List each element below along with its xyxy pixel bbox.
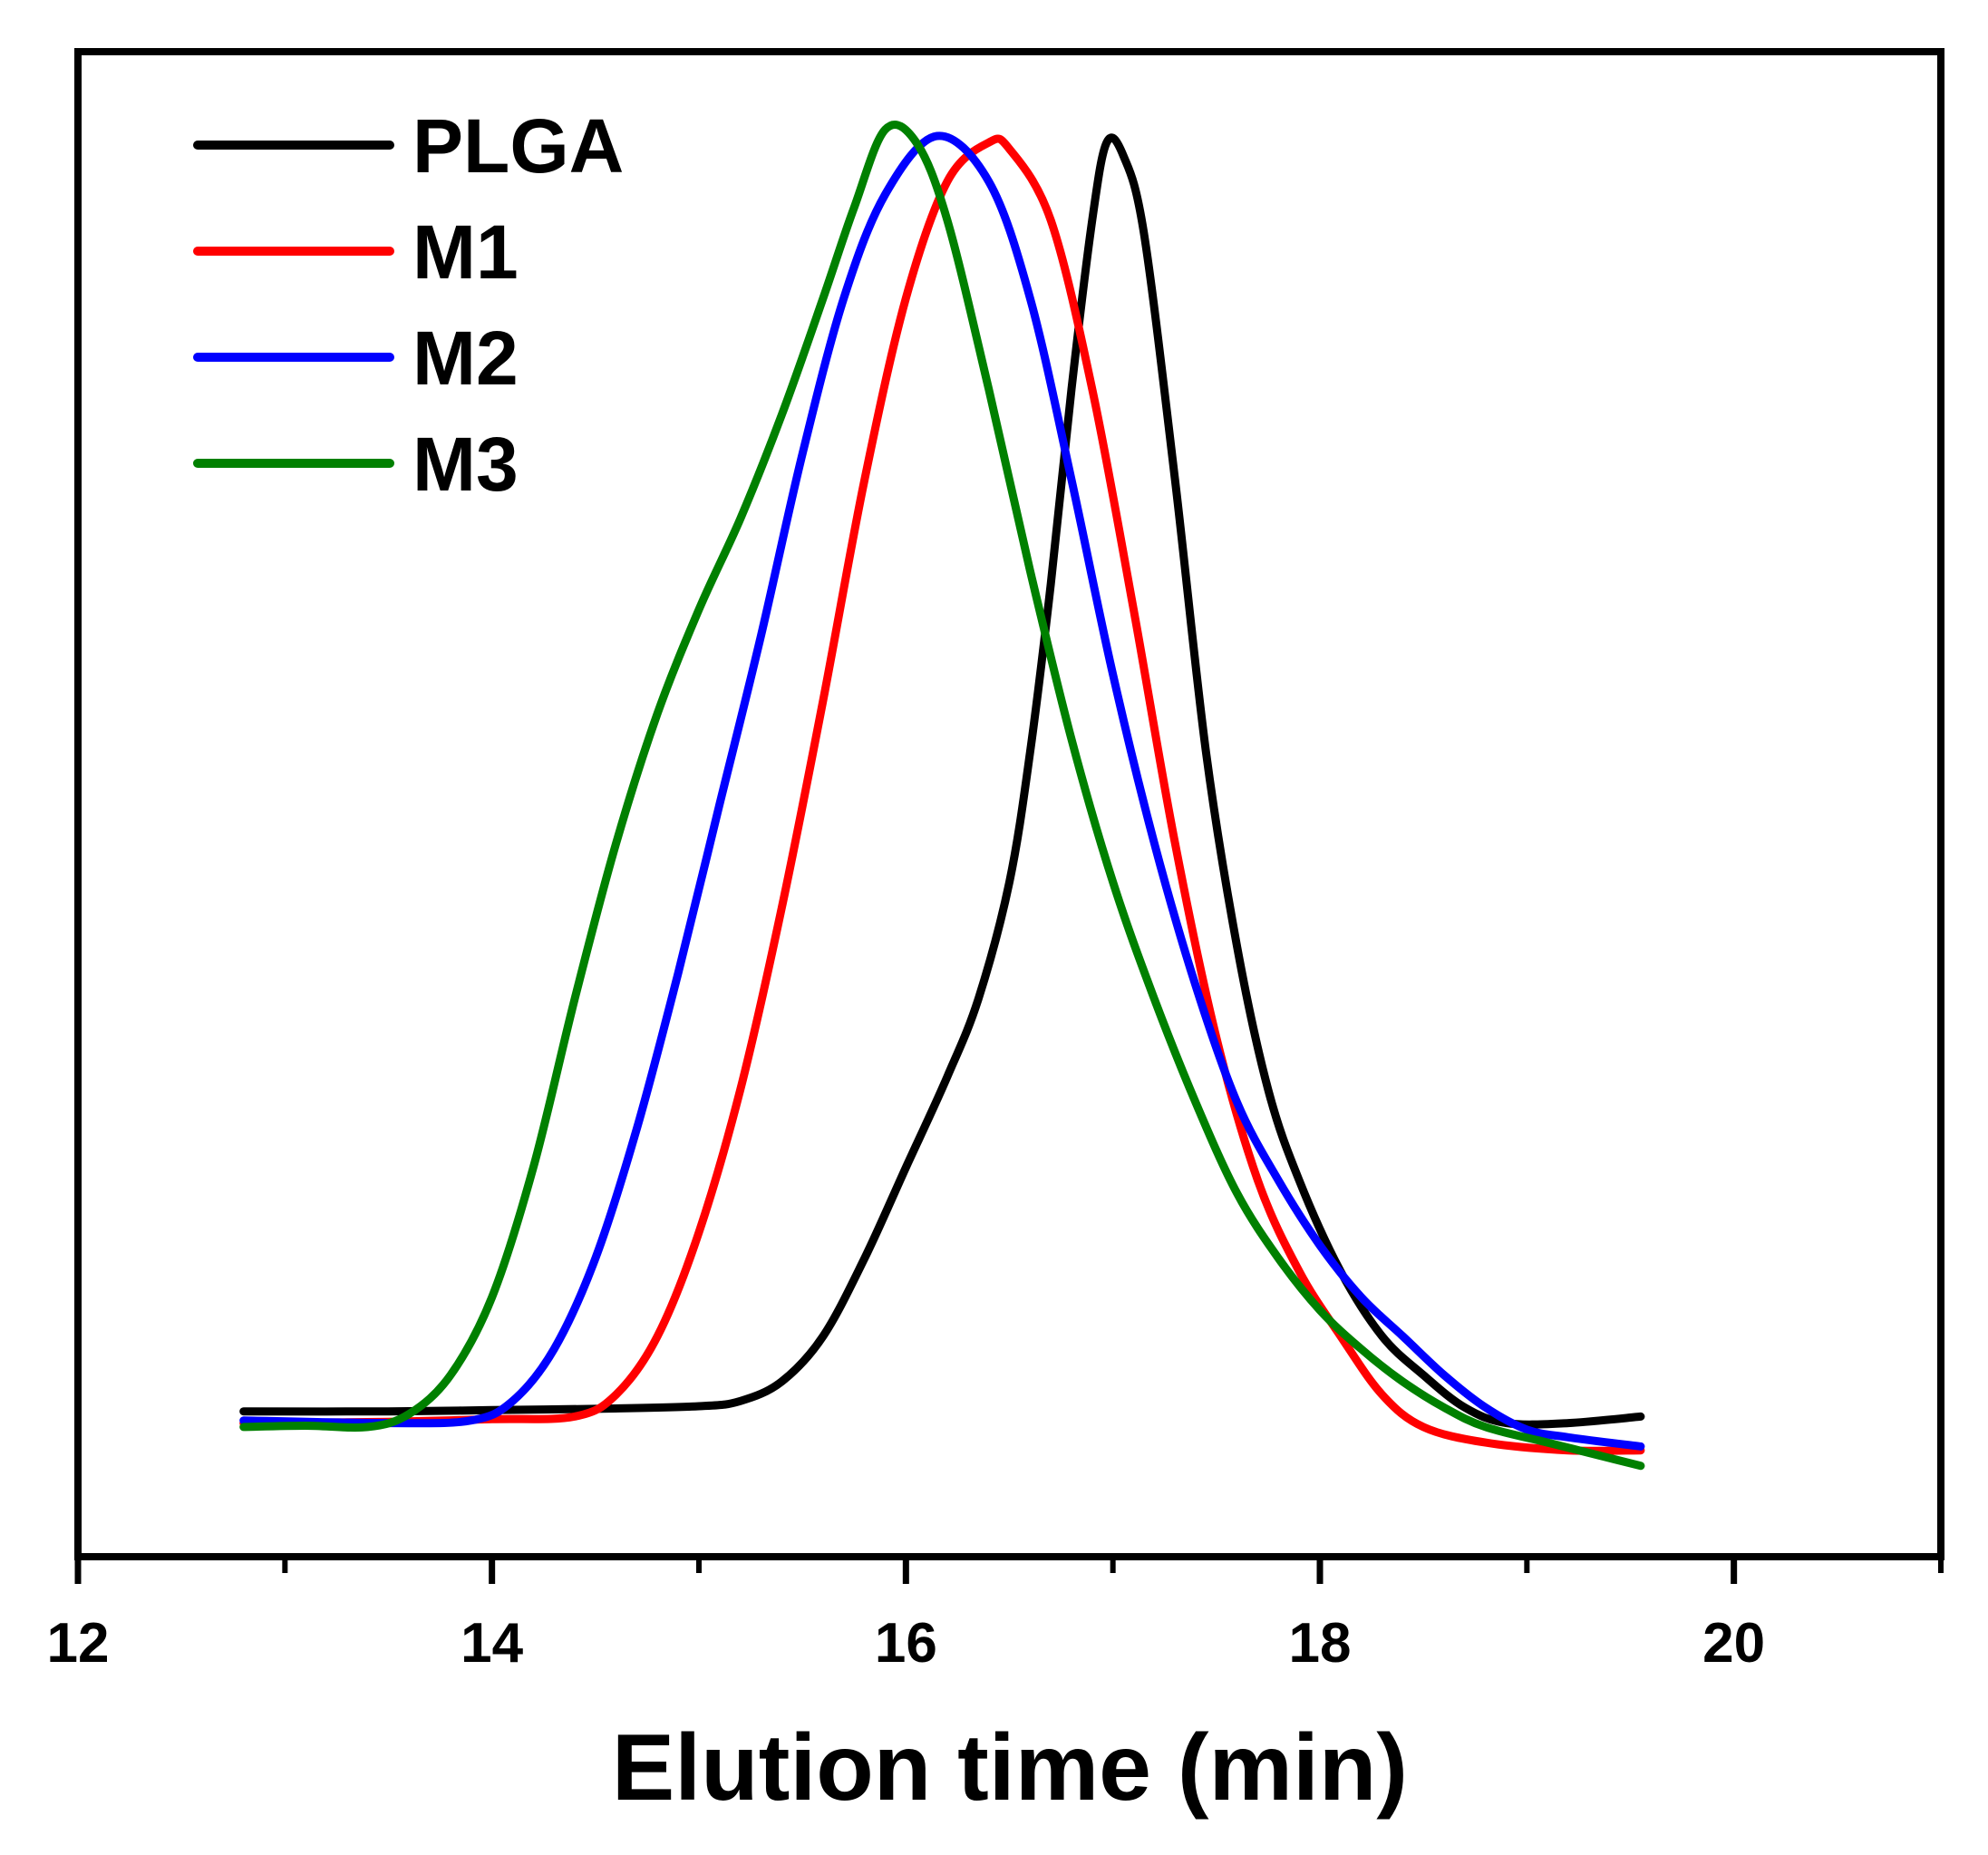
plot-frame [74, 48, 1944, 1560]
legend-item-plga: PLGA [193, 103, 624, 189]
series-line-m2 [239, 131, 1645, 1451]
x-tick-label-20: 20 [1702, 1612, 1765, 1675]
legend: PLGA M1 M2 M3 [193, 103, 624, 507]
x-axis-tick-labels: 12 14 16 18 20 [47, 1612, 1766, 1675]
legend-label-m1: M1 [412, 209, 519, 295]
legend-label-m2: M2 [412, 316, 519, 401]
legend-item-m3: M3 [193, 422, 519, 507]
series-line-m3 [239, 121, 1645, 1471]
x-tick-label-14: 14 [461, 1612, 523, 1675]
legend-label-plga: PLGA [412, 103, 624, 189]
x-tick-label-12: 12 [47, 1612, 110, 1675]
legend-item-m1: M1 [193, 209, 519, 295]
x-axis-ticks [74, 1557, 1944, 1584]
x-tick-label-16: 16 [875, 1612, 937, 1675]
series-line-plga [239, 133, 1645, 1429]
x-tick-label-18: 18 [1289, 1612, 1352, 1675]
x-axis-title: Elution time (min) [612, 1715, 1408, 1821]
series-layer [239, 121, 1645, 1471]
legend-item-m2: M2 [193, 316, 519, 401]
legend-label-m3: M3 [412, 422, 519, 507]
